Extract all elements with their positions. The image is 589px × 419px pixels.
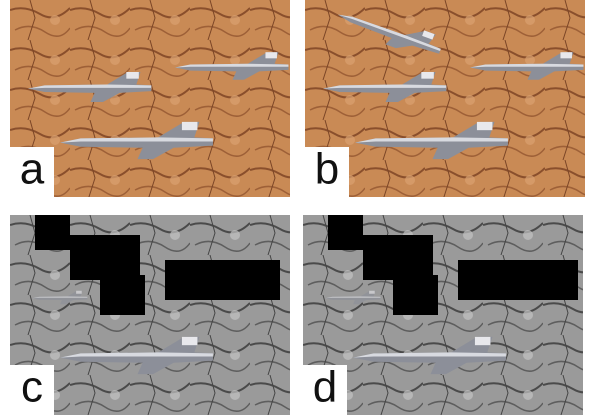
panel: a [10,0,290,197]
figure: a b c d [0,0,589,419]
panel: c [10,215,290,415]
panel-label: b [315,145,339,194]
panel: b [305,0,585,197]
panel-label: d [313,363,337,412]
panel-label: c [21,363,43,412]
panel-label: a [20,145,45,194]
panel: d [303,215,583,415]
